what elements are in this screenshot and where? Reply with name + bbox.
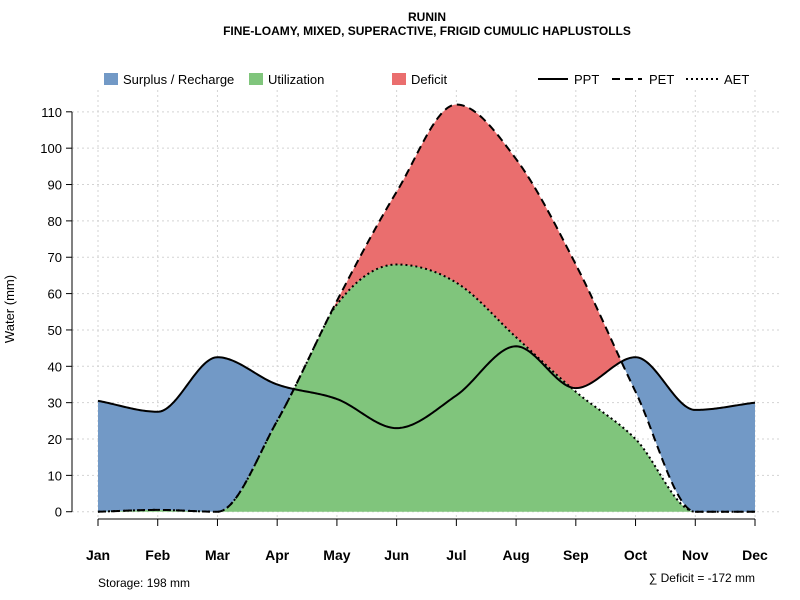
- x-tick-label: Feb: [145, 547, 170, 563]
- legend-label-aet: AET: [724, 72, 749, 87]
- y-tick-label: 60: [48, 287, 62, 302]
- y-tick-label: 10: [48, 468, 62, 483]
- y-tick-label: 110: [41, 105, 62, 120]
- legend-swatch-utilization: [249, 73, 263, 85]
- y-tick-label: 90: [48, 178, 62, 193]
- x-tick-label: Aug: [502, 547, 529, 563]
- legend-label-ppt: PPT: [574, 72, 599, 87]
- surplus-recharge-area: [98, 357, 755, 512]
- x-tick-label: Jun: [384, 547, 409, 563]
- legend-swatch-surplus: [104, 73, 118, 85]
- utilization-area: [99, 264, 694, 512]
- x-tick-label: Dec: [742, 547, 768, 563]
- legend: Surplus / Recharge Utilization Deficit P…: [104, 72, 749, 87]
- y-tick-label: 100: [40, 141, 62, 156]
- chart-subtitle: FINE-LOAMY, MIXED, SUPERACTIVE, FRIGID C…: [223, 24, 631, 38]
- y-tick-label: 50: [48, 323, 62, 338]
- deficit-area: [330, 104, 621, 389]
- y-tick-label: 0: [55, 505, 62, 520]
- axes: 0 10 20 30 40 50 60 70 80 90 100 110 Jan Feb Mar Apr May…: [40, 105, 768, 563]
- legend-label-pet: PET: [649, 72, 674, 87]
- series-lines: [97, 103, 756, 513]
- x-tick-label: Jan: [86, 547, 110, 563]
- x-tick-label: Mar: [205, 547, 230, 563]
- chart-title: RUNIN: [408, 10, 446, 24]
- x-tick-label: Jul: [446, 547, 466, 563]
- legend-swatch-deficit: [392, 73, 406, 85]
- x-tick-label: Sep: [563, 547, 589, 563]
- area-fills: [98, 104, 755, 512]
- x-tick-label: Oct: [624, 547, 648, 563]
- y-tick-label: 40: [48, 359, 62, 374]
- y-tick-label: 20: [48, 432, 62, 447]
- aet-line: [97, 263, 755, 513]
- x-tick-label: Apr: [265, 547, 290, 563]
- legend-label-surplus: Surplus / Recharge: [123, 72, 234, 87]
- y-axis-label: Water (mm): [2, 275, 17, 343]
- deficit-note: ∑ Deficit = -172 mm: [649, 571, 755, 585]
- ppt-line: [97, 345, 756, 430]
- legend-label-utilization: Utilization: [268, 72, 324, 87]
- y-tick-label: 30: [48, 396, 62, 411]
- pet-line: [97, 103, 755, 513]
- x-tick-label: May: [323, 547, 350, 563]
- legend-label-deficit: Deficit: [411, 72, 448, 87]
- storage-note: Storage: 198 mm: [98, 576, 190, 590]
- y-tick-label: 70: [48, 250, 62, 265]
- y-tick-label: 80: [48, 214, 62, 229]
- x-tick-label: Nov: [682, 547, 709, 563]
